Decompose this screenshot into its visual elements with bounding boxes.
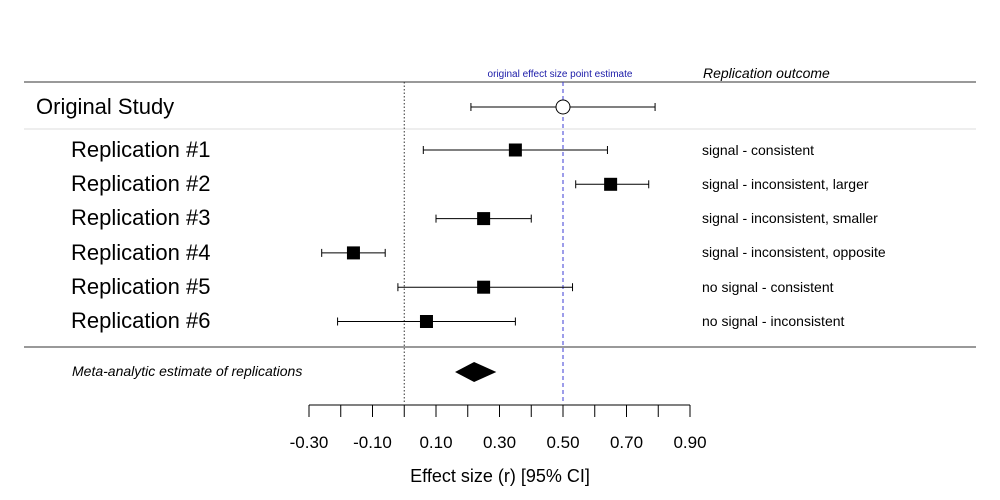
replication-label: Replication #5	[71, 274, 210, 299]
outcome-header: Replication outcome	[703, 65, 830, 81]
replication-outcome: signal - inconsistent, smaller	[702, 210, 878, 226]
replication-label: Replication #6	[71, 308, 210, 333]
x-axis-label: Effect size (r) [95% CI]	[410, 466, 590, 486]
meta-label: Meta-analytic estimate of replications	[72, 363, 302, 379]
replication-outcome: signal - inconsistent, larger	[702, 176, 869, 192]
replication-label: Replication #2	[71, 171, 210, 196]
replication-label: Replication #4	[71, 240, 210, 265]
reference-lines	[403, 82, 564, 404]
x-tick-label: -0.30	[290, 433, 329, 452]
replication-point	[346, 246, 360, 260]
original-estimate-annotation: original effect size point estimate	[488, 69, 633, 80]
replication-outcome: signal - inconsistent, opposite	[702, 244, 886, 260]
x-tick-label: 0.10	[419, 433, 452, 452]
effect-marks	[321, 99, 656, 382]
replication-label: Replication #1	[71, 137, 210, 162]
x-tick-label: 0.70	[610, 433, 643, 452]
meta-diamond	[455, 362, 497, 382]
x-tick-label: 0.50	[546, 433, 579, 452]
replication-outcome: no signal - consistent	[702, 279, 834, 295]
replication-outcomes: signal - consistent signal - inconsisten…	[702, 142, 886, 329]
x-axis: -0.30 -0.10 0.10 0.30 0.50 0.70 0.90	[290, 404, 707, 452]
replication-point	[477, 212, 491, 226]
replication-labels: Replication #1 Replication #2 Replicatio…	[71, 137, 210, 333]
replication-point	[508, 143, 522, 157]
replication-point	[419, 315, 433, 328]
x-tick-label: -0.10	[353, 433, 392, 452]
x-tick-label: 0.90	[673, 433, 706, 452]
replication-point	[604, 177, 618, 191]
replication-outcome: no signal - inconsistent	[702, 313, 845, 329]
x-tick-label: 0.30	[483, 433, 516, 452]
replication-outcome: signal - consistent	[702, 142, 814, 158]
replication-label: Replication #3	[71, 205, 210, 230]
original-study-label: Original Study	[36, 94, 174, 119]
original-point	[555, 99, 571, 115]
replication-point	[477, 280, 491, 294]
